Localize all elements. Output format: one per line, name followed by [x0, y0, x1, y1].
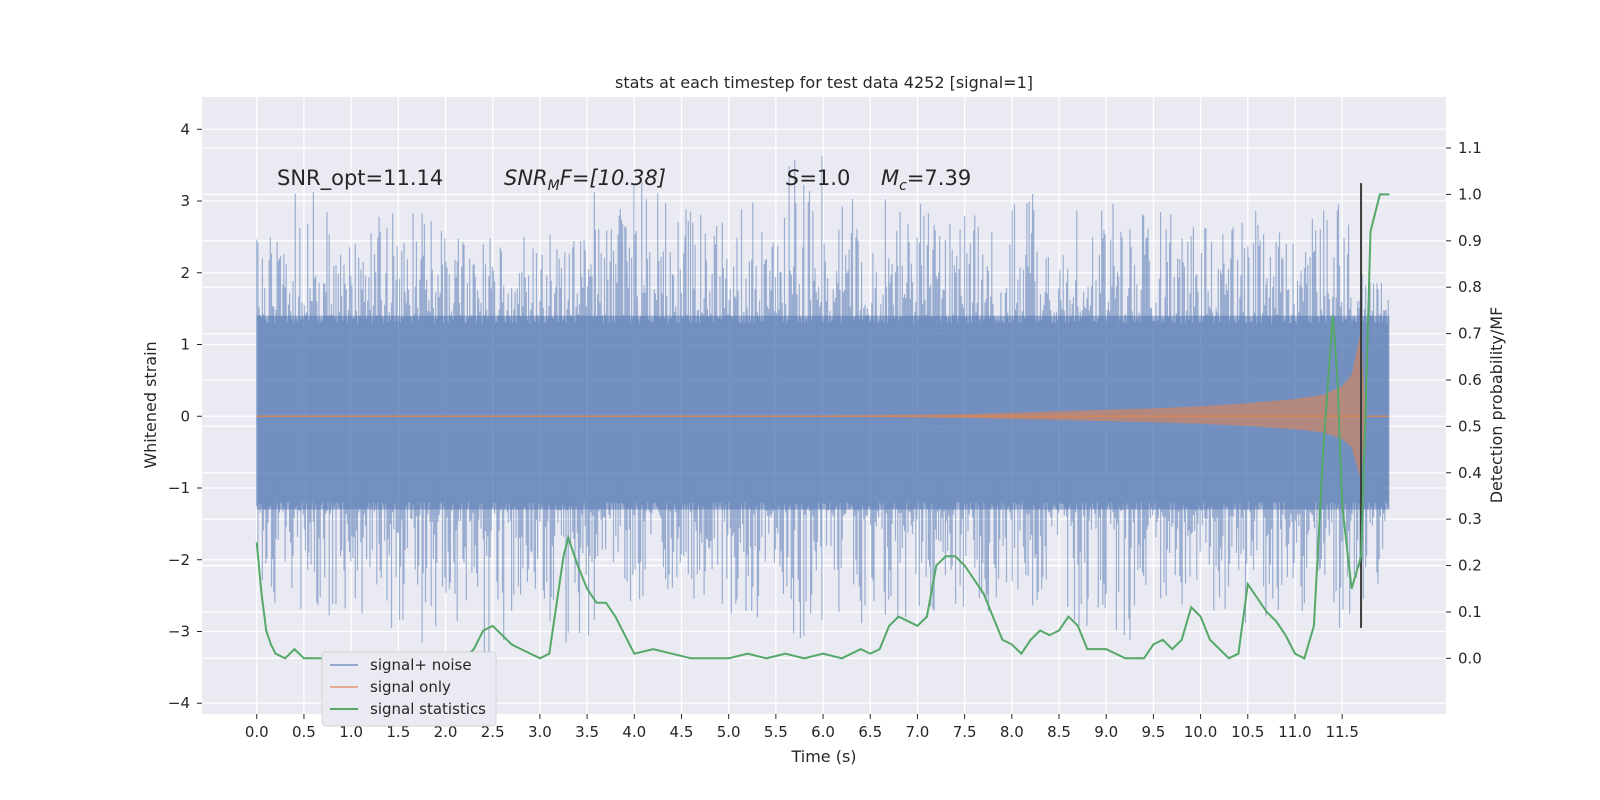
y-tick-label: 0	[180, 407, 190, 425]
x-tick-label: 3.5	[575, 723, 599, 741]
annotation-snr-mf: SNRMF=[10.38]	[504, 166, 666, 194]
y2-tick-label: 1.1	[1458, 139, 1482, 157]
y-tick-label: −3	[168, 622, 190, 640]
y-tick-label: −2	[168, 551, 190, 569]
y2-tick-label: 0.6	[1458, 371, 1482, 389]
y2-tick-label: 0.4	[1458, 464, 1482, 482]
y2-axis-ticks: 0.0 0.1 0.2 0.3 0.4 0.5 0.6 0.7 0.8 0.9 1.0 1.1	[1446, 139, 1482, 667]
x-tick-label: 10.0	[1184, 723, 1217, 741]
x-tick-label: 1.5	[386, 723, 410, 741]
x-tick-label: 8.5	[1047, 723, 1071, 741]
x-tick-label: 4.0	[622, 723, 646, 741]
x-tick-label: 11.5	[1325, 723, 1358, 741]
x-tick-label: 5.0	[717, 723, 741, 741]
y-tick-label: −4	[168, 694, 190, 712]
x-tick-label: 9.0	[1094, 723, 1118, 741]
y2-axis-label: Detection probability/MF	[1487, 307, 1506, 504]
y2-tick-label: 0.9	[1458, 232, 1482, 250]
x-tick-label: 0.0	[245, 723, 269, 741]
legend-label-signal-noise: signal+ noise	[370, 656, 472, 674]
y2-tick-label: 0.7	[1458, 325, 1482, 343]
x-tick-label: 2.0	[434, 723, 458, 741]
y2-tick-label: 0.8	[1458, 278, 1482, 296]
y2-tick-label: 0.0	[1458, 649, 1482, 667]
y-tick-label: −1	[168, 479, 190, 497]
legend-box	[321, 651, 497, 727]
annotation-snr-opt: SNR_opt=11.14	[277, 166, 443, 191]
x-tick-label: 9.5	[1141, 723, 1165, 741]
y-tick-label: 4	[180, 120, 190, 138]
x-tick-label: 4.5	[670, 723, 694, 741]
x-tick-label: 7.0	[906, 723, 930, 741]
chart-title: stats at each timestep for test data 425…	[615, 73, 1033, 92]
x-tick-label: 6.0	[811, 723, 835, 741]
y2-tick-label: 0.2	[1458, 557, 1482, 575]
y2-tick-label: 0.1	[1458, 603, 1482, 621]
x-tick-label: 10.5	[1231, 723, 1264, 741]
y-tick-label: 3	[180, 192, 190, 210]
x-tick-label: 2.5	[481, 723, 505, 741]
y2-tick-label: 1.0	[1458, 185, 1482, 203]
series-signal-noise-spikes	[256, 155, 1389, 666]
x-tick-label: 6.5	[858, 723, 882, 741]
y-axis-ticks: −4 −3 −2 −1 0 1 2 3 4	[168, 120, 202, 712]
x-tick-label: 1.0	[339, 723, 363, 741]
x-tick-label: 3.0	[528, 723, 552, 741]
x-tick-label: 8.0	[1000, 723, 1024, 741]
legend-label-signal-statistics: signal statistics	[370, 700, 486, 718]
annotation-mc: Mc=7.39	[881, 166, 971, 194]
x-tick-label: 5.5	[764, 723, 788, 741]
y-tick-label: 1	[180, 336, 190, 354]
y-tick-label: 2	[180, 264, 190, 282]
y-axis-label: Whitened strain	[141, 341, 160, 468]
y2-tick-label: 0.5	[1458, 417, 1482, 435]
x-tick-label: 7.5	[953, 723, 977, 741]
x-axis-label: Time (s)	[790, 747, 856, 766]
x-tick-label: 11.0	[1278, 723, 1311, 741]
y2-tick-label: 0.3	[1458, 510, 1482, 528]
annotation-s: S=1.0	[786, 166, 850, 190]
x-axis-ticks: 0.0 0.5 1.0 1.5 2.0 2.5 3.0 3.5 4.0 4.5 5.0 5.5 6.0 6…	[245, 714, 1359, 741]
legend-label-signal-only: signal only	[370, 678, 451, 696]
legend: signal+ noise signal only signal statist…	[321, 651, 497, 727]
x-tick-label: 0.5	[292, 723, 316, 741]
